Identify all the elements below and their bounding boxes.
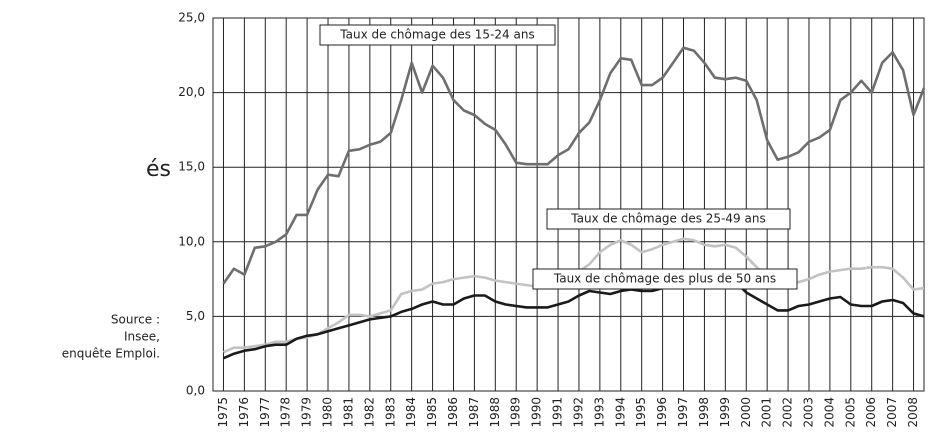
x-tick-label: 2003 [801, 397, 815, 428]
x-tick-label: 1980 [321, 397, 335, 428]
x-tick-label: 2007 [885, 397, 899, 428]
x-tick-label: 1988 [488, 397, 502, 428]
x-tick-label: 1977 [258, 397, 272, 428]
x-tick-label: 2002 [781, 397, 795, 428]
x-tick-label: 1976 [237, 397, 251, 428]
x-tick-label: 1997 [676, 397, 690, 428]
x-tick-label: 1998 [697, 397, 711, 428]
series-line [222, 237, 925, 354]
partial-title: és [146, 157, 171, 182]
x-tick-label: 1995 [634, 397, 648, 428]
y-tick-label: 0,0 [186, 384, 205, 398]
series-label: Taux de chômage des 25-49 ans [570, 212, 765, 226]
y-tick-label: 5,0 [186, 309, 205, 323]
plot-frame [212, 17, 925, 392]
x-tick-label: 1994 [613, 397, 627, 428]
source-line: Source : [111, 313, 160, 327]
y-tick-label: 20,0 [178, 85, 205, 99]
series-label-box [546, 208, 791, 230]
series-label-box [532, 268, 798, 290]
source-line: enquête Emploi. [62, 347, 160, 361]
x-tick-label: 2001 [760, 397, 774, 428]
x-tick-label: 2000 [739, 397, 753, 428]
y-tick-label: 15,0 [178, 160, 205, 174]
x-tick-label: 1979 [300, 397, 314, 428]
x-tick-label: 1986 [446, 397, 460, 428]
x-tick-label: 1981 [341, 397, 355, 428]
x-tick-label: 1996 [655, 397, 669, 428]
x-tick-label: 1982 [362, 397, 376, 428]
series-line [222, 276, 925, 360]
x-tick-label: 1993 [592, 397, 606, 428]
x-tick-label: 1985 [425, 397, 439, 428]
source-line: Insee, [124, 330, 160, 344]
series-label: Taux de chômage des 15-24 ans [339, 28, 534, 42]
x-tick-label: 1984 [404, 397, 418, 428]
y-tick-label: 25,0 [178, 11, 205, 25]
x-tick-label: 2005 [843, 397, 857, 428]
x-tick-label: 1987 [467, 397, 481, 428]
series-label-box [319, 24, 556, 46]
x-tick-label: 1990 [530, 397, 544, 428]
x-tick-label: 2008 [906, 397, 920, 428]
x-tick-label: 1991 [551, 397, 565, 428]
series-line [222, 46, 926, 285]
y-tick-label: 10,0 [178, 234, 205, 248]
x-tick-label: 2004 [822, 397, 836, 428]
x-tick-label: 1975 [216, 397, 230, 428]
x-tick-label: 1999 [718, 397, 732, 428]
series-label: Taux de chômage des plus de 50 ans [553, 272, 776, 286]
x-tick-label: 1978 [279, 397, 293, 428]
x-tick-label: 1983 [383, 397, 397, 428]
x-tick-label: 2006 [864, 397, 878, 428]
x-tick-label: 1992 [571, 397, 585, 428]
x-tick-label: 1989 [509, 397, 523, 428]
